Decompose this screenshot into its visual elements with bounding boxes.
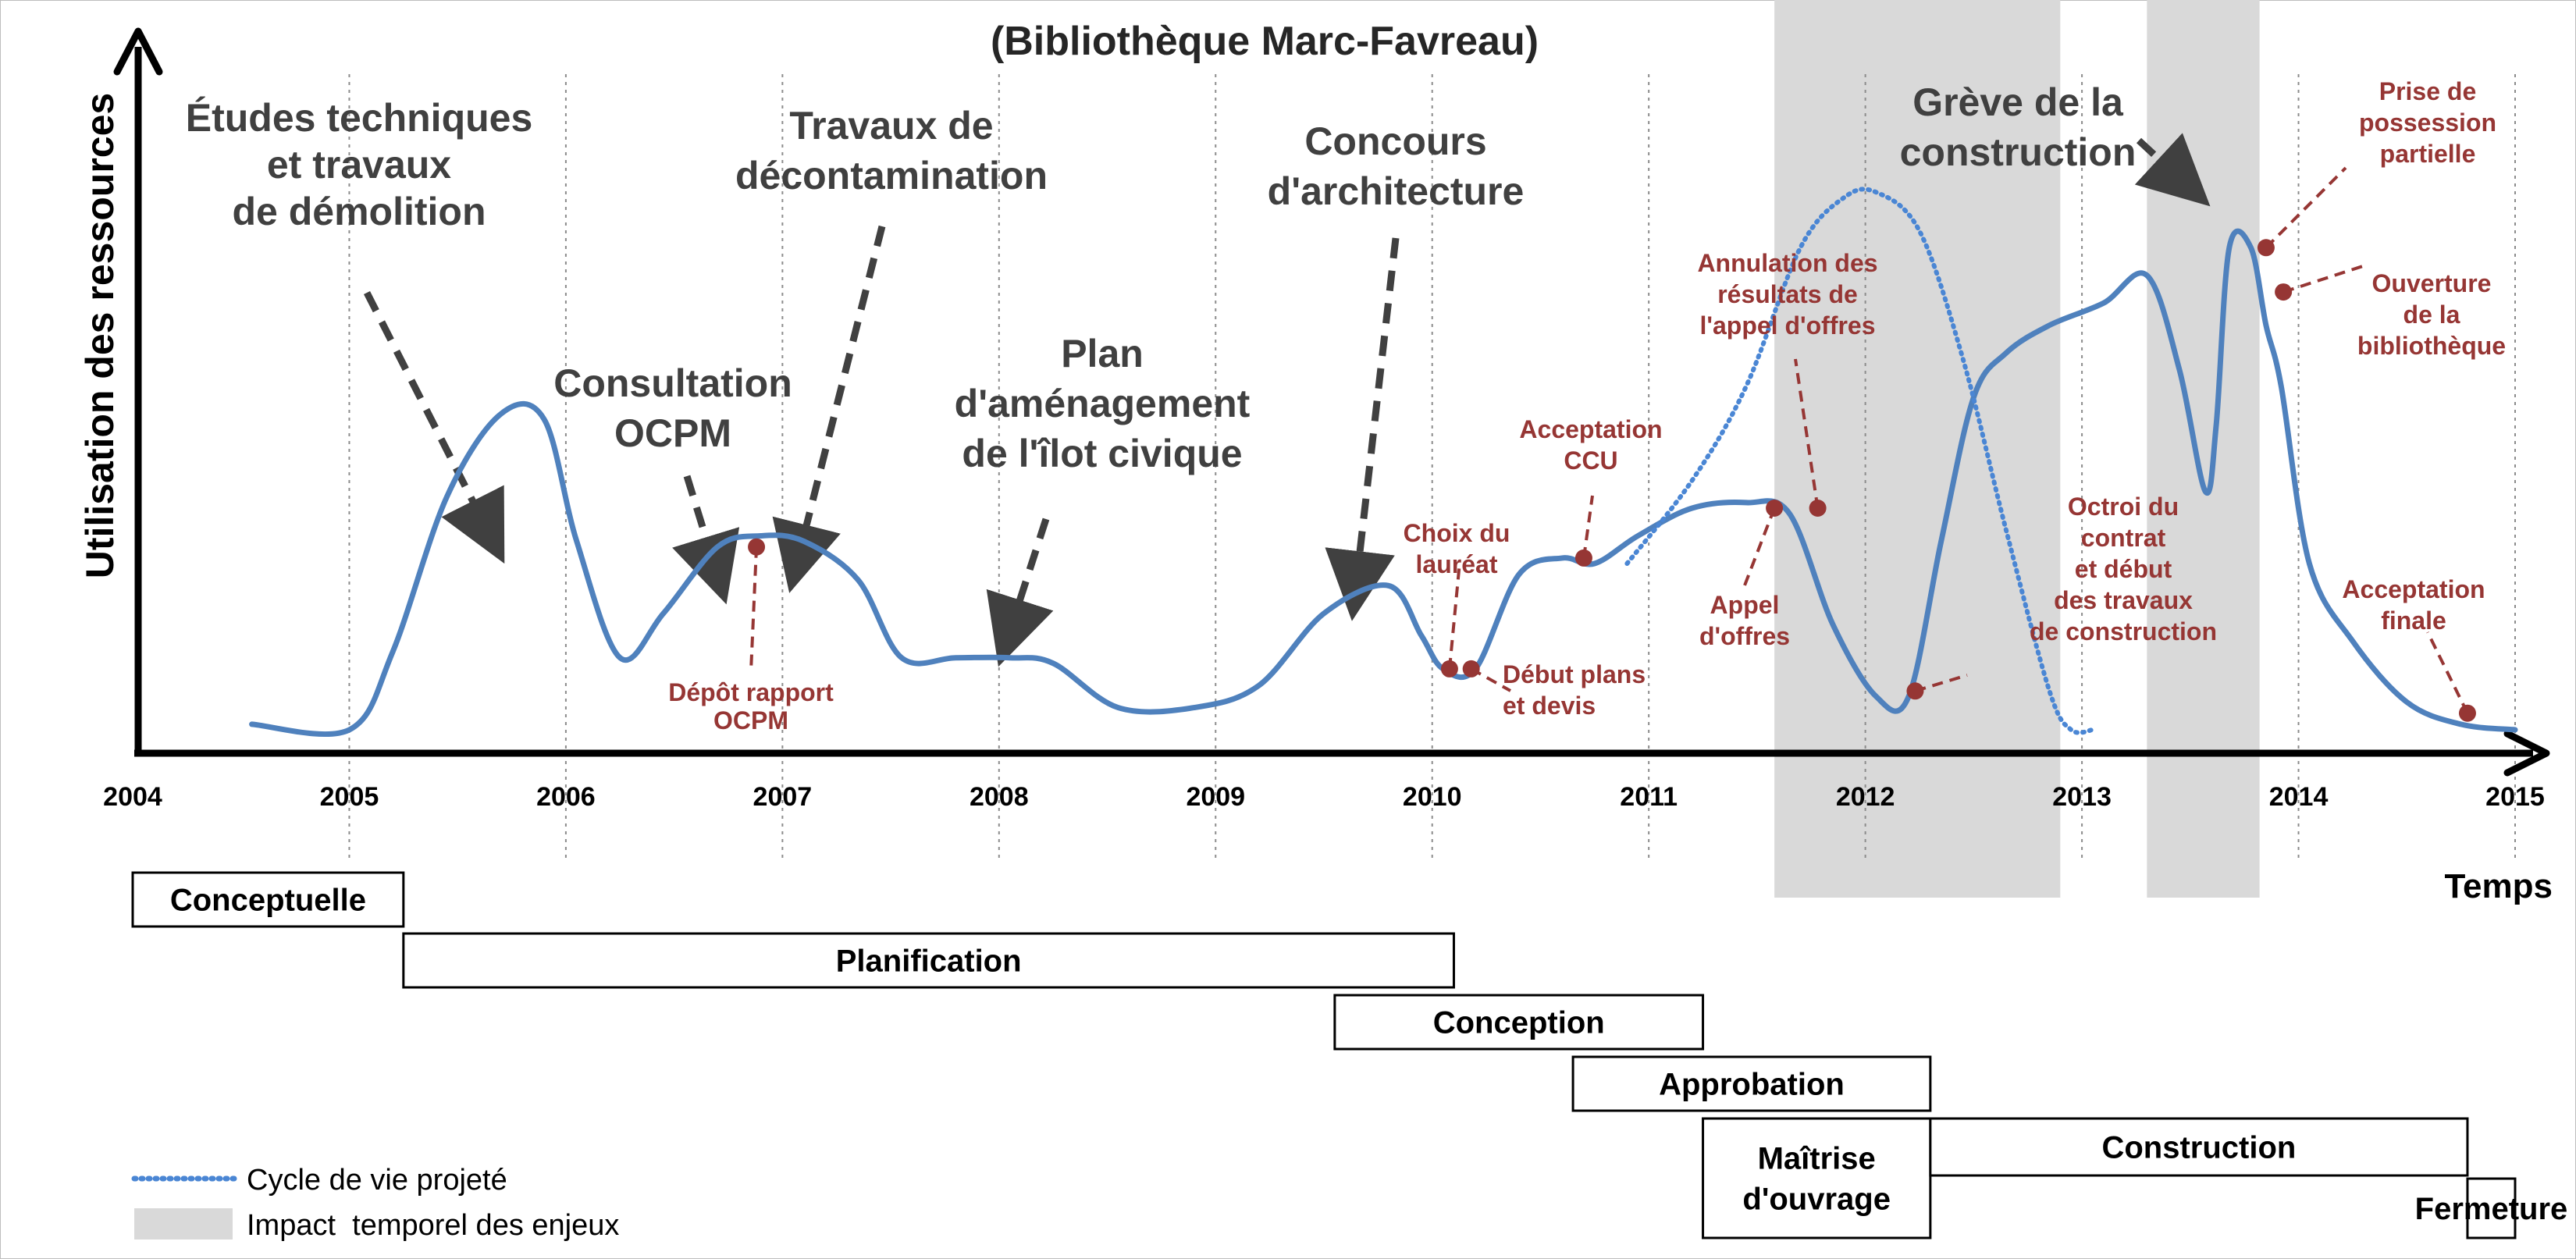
event-leader-9: [2282, 264, 2366, 294]
event-leader-8: [2265, 166, 2347, 249]
x-tick-2009: 2009: [1186, 782, 1245, 812]
x-axis-label: Temps: [2444, 867, 2553, 905]
shaded-regions: [1774, 0, 2260, 898]
event-label-3: Début plans et devis: [1503, 660, 1646, 720]
event-label-5: Appel d'offres: [1699, 591, 1790, 650]
annotation-arrow-5: [1325, 237, 1400, 621]
axes: [113, 27, 2550, 777]
phase-label-7: Fermeture: [2415, 1192, 2568, 1226]
annotation-label-4: Plan d'aménagement de l'îlot civique: [955, 332, 1251, 475]
x-tick-labels: 2004 2005 2006 2007 2008 2009 2010 2011 2012 2013…: [103, 782, 2545, 812]
legend-label-impact: Impact temporel des enjeux: [247, 1209, 619, 1242]
event-label-6: Annulation des résultats de l'appel d'offr…: [1697, 249, 1877, 340]
legend-swatch-impact: [134, 1208, 233, 1239]
event-leader-6: [1794, 358, 1820, 509]
event-leader-10: [2426, 631, 2469, 714]
annotation-label-2: Consultation OCPM: [553, 361, 792, 455]
annotation-label-3: Travaux de décontamination: [735, 104, 1048, 197]
annotation-arrow-4: [986, 517, 1054, 667]
event-marker-7: [1906, 682, 1924, 700]
phases: Conceptuelle Planification Conception Appro…: [131, 871, 2568, 1239]
event-marker-5: [1766, 500, 1784, 517]
event-marker-2: [1440, 660, 1458, 678]
annotation-label-5: Concours d'architecture: [1268, 119, 1525, 213]
annotation-arrow-6: [2134, 133, 2211, 207]
annotation-arrow-1: [363, 290, 505, 564]
event-marker-10: [2458, 704, 2476, 722]
event-marker-4: [1574, 549, 1592, 567]
annotation-arrow-3: [772, 225, 886, 593]
event-leader-7: [1914, 674, 1968, 693]
phase-box-7: [2466, 1177, 2517, 1239]
annotation-arrow-2: [672, 475, 740, 605]
event-leader-5: [1743, 507, 1776, 586]
event-leader-4: [1582, 495, 1594, 559]
event-label-10: Acceptation finale: [2342, 575, 2485, 635]
phase-box-6: [1929, 1117, 2469, 1177]
event-label-7: Octroi du contrat et début des travaux de co…: [2030, 493, 2217, 646]
events: Dépôt rapport OCPM Choix du lauréat Début pl…: [668, 77, 2506, 734]
phase-label-3: Conception: [1433, 1006, 1605, 1040]
x-tick-2010: 2010: [1403, 782, 1462, 812]
event-label-1: Dépôt rapport OCPM: [668, 678, 834, 734]
event-marker-1: [748, 538, 766, 556]
y-axis-arrowhead: [113, 27, 163, 76]
event-label-9: Ouverture de la bibliothèque: [2357, 269, 2506, 360]
phase-label-1: Conceptuelle: [170, 884, 366, 918]
chart-subtitle: (Bibliothèque Marc-Favreau): [991, 19, 1539, 64]
event-label-2: Choix du lauréat: [1404, 519, 1510, 578]
x-axis-arrowhead: [2503, 730, 2550, 777]
phase-label-2: Planification: [836, 944, 1022, 979]
phase-label-6: Construction: [2101, 1131, 2296, 1165]
x-tick-2012: 2012: [1836, 782, 1895, 812]
phase-box-5: [1702, 1117, 1932, 1239]
phase-box-2: [402, 932, 1455, 989]
x-tick-2014: 2014: [2269, 782, 2329, 812]
x-tick-2011: 2011: [1620, 782, 1678, 812]
annotation-label-1: Études techniques et travaux de démolition: [186, 96, 533, 233]
event-marker-8: [2257, 239, 2275, 257]
x-tick-2008: 2008: [970, 782, 1029, 812]
event-marker-9: [2275, 283, 2293, 301]
event-label-8: Prise de possession partielle: [2359, 77, 2496, 168]
legend: Cycle de vie projeté Impact temporel des…: [131, 1164, 619, 1242]
annotation-label-6: Grève de la construction: [1900, 80, 2137, 174]
phase-box-4: [1571, 1055, 1932, 1112]
phase-label-4: Approbation: [1659, 1068, 1845, 1102]
x-tick-2005: 2005: [320, 782, 379, 812]
x-tick-2013: 2013: [2052, 782, 2112, 812]
shaded-region-2: [2147, 0, 2260, 898]
event-leader-1: [749, 546, 759, 672]
y-axis-label: Utilisation des ressources: [78, 93, 122, 578]
legend-label-projected: Cycle de vie projeté: [247, 1164, 507, 1197]
event-marker-6: [1809, 500, 1827, 517]
event-marker-3: [1462, 660, 1480, 678]
phase-box-3: [1333, 994, 1705, 1051]
x-tick-2015: 2015: [2485, 782, 2545, 812]
x-tick-2007: 2007: [753, 782, 813, 812]
x-tick-2004: 2004: [103, 782, 162, 812]
event-label-4: Acceptation CCU: [1519, 415, 1662, 475]
annotations: Études techniques et travaux de démolition…: [186, 80, 2211, 667]
series-projected-lifecycle: [1624, 187, 2095, 735]
phase-label-5: Maîtrise d'ouvrage: [1742, 1142, 1891, 1217]
x-tick-2006: 2006: [536, 782, 596, 812]
shaded-region-1: [1774, 0, 2061, 898]
phase-box-1: [131, 871, 405, 928]
